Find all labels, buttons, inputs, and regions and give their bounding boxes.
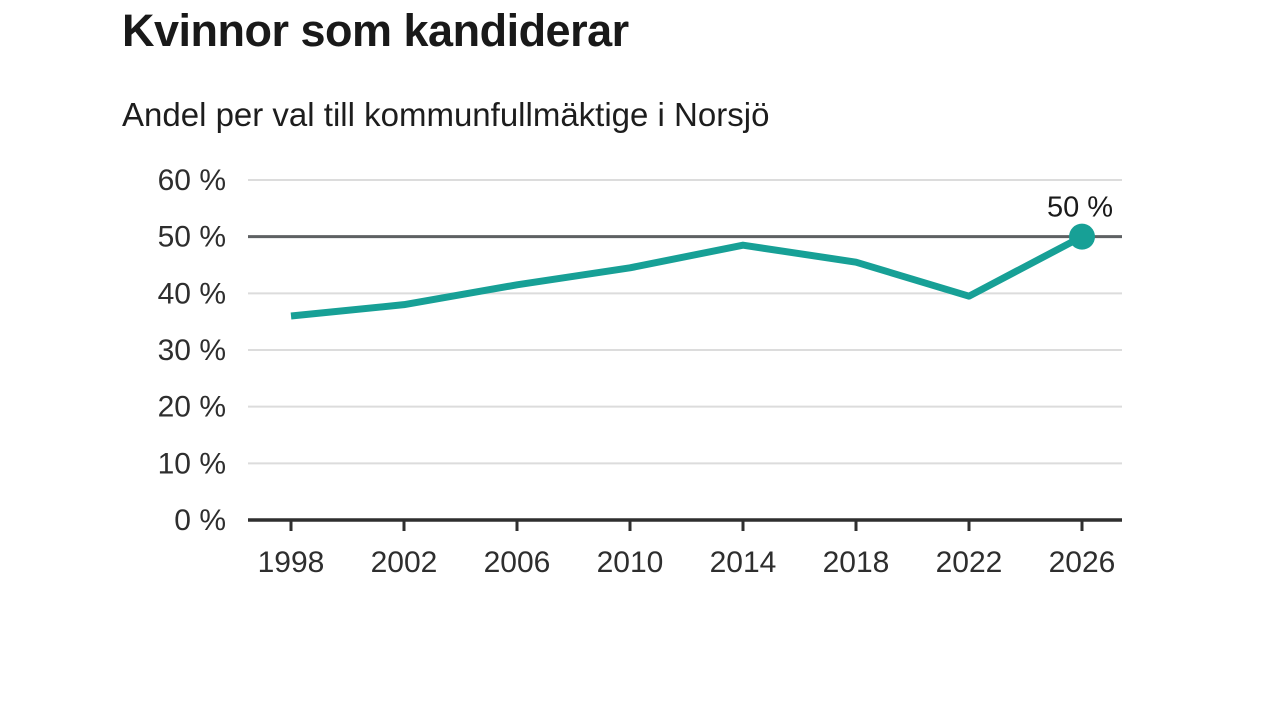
line-chart: 0 % 10 % 20 % 30 % 40 % 50 % 60 % 1998 2002 2006 2… bbox=[158, 164, 1122, 579]
y-axis-tick-label: 10 % bbox=[158, 447, 226, 480]
end-point-value-label: 50 % bbox=[1047, 192, 1113, 224]
y-axis-tick-label: 0 % bbox=[174, 504, 226, 537]
y-axis-tick-label: 20 % bbox=[158, 391, 226, 424]
x-axis-tick-label: 2006 bbox=[484, 546, 551, 579]
x-axis-tick-label: 2026 bbox=[1049, 546, 1116, 579]
footer: Newsworthy Källa: SCB/Valmyndigheten. Fö… bbox=[0, 660, 1280, 720]
y-axis-tick-label: 50 % bbox=[158, 221, 226, 254]
page-title: Kvinnor som kandiderar bbox=[122, 5, 629, 56]
chart-subtitle: Andel per val till kommunfullmäktige i N… bbox=[122, 96, 770, 133]
x-axis-tick-label: 1998 bbox=[258, 546, 325, 579]
y-axis-tick-label: 30 % bbox=[158, 334, 226, 367]
x-axis-tick-label: 2022 bbox=[936, 546, 1003, 579]
data-line bbox=[290, 233, 1084, 320]
x-axis-tick-label: 2002 bbox=[371, 546, 438, 579]
y-axis-tick-label: 40 % bbox=[158, 277, 226, 310]
x-axis-tick-label: 2014 bbox=[710, 546, 777, 579]
x-axis-tick-label: 2018 bbox=[823, 546, 890, 579]
end-point-marker bbox=[1069, 223, 1095, 250]
x-axis-tick-label: 2010 bbox=[597, 546, 664, 579]
y-axis-tick-label: 60 % bbox=[158, 164, 226, 197]
